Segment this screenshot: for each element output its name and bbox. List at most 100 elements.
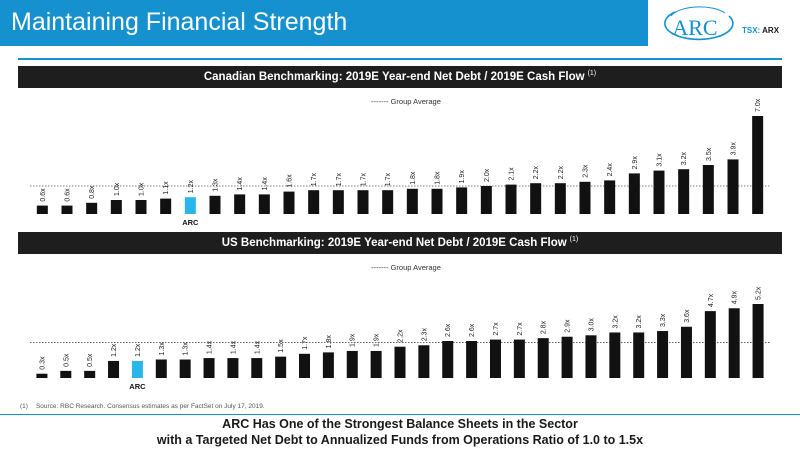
canadian-bar-1 bbox=[36, 205, 48, 214]
conclusion-text: ARC Has One of the Strongest Balance She… bbox=[0, 416, 800, 448]
canadian-bar-30 bbox=[752, 116, 764, 214]
page-title: Maintaining Financial Strength bbox=[11, 8, 348, 36]
us-bar-6 bbox=[155, 359, 167, 378]
svg-text:ARC: ARC bbox=[672, 15, 717, 40]
canadian-bar-3 bbox=[86, 202, 98, 214]
canadian-bar-10 bbox=[258, 194, 270, 214]
canadian-bar-13 bbox=[332, 190, 344, 214]
us-chart-title: US Benchmarking: 2019E Year-end Net Debt… bbox=[221, 237, 567, 249]
us-chart-footnote-ref: (1) bbox=[569, 235, 579, 243]
footnote-number: (1) bbox=[20, 403, 28, 410]
canadian-data-label-22: 2.2x bbox=[558, 165, 565, 179]
us-bar-31 bbox=[752, 304, 764, 378]
canadian-data-label-28: 3.5x bbox=[706, 147, 713, 161]
canadian-bar-6 bbox=[160, 198, 172, 214]
us-data-label-17: 2.3x bbox=[421, 328, 428, 342]
us-data-label-11: 1.5x bbox=[278, 339, 285, 353]
canadian-bar-14 bbox=[357, 190, 369, 214]
canadian-data-label-13: 1.7x bbox=[336, 172, 343, 186]
canadian-data-label-27: 3.2x bbox=[681, 151, 688, 165]
canadian-highlight-label: ARC bbox=[182, 218, 199, 227]
us-data-label-23: 2.9x bbox=[565, 319, 572, 333]
canadian-data-label-18: 1.9x bbox=[459, 170, 466, 184]
us-bar-30 bbox=[728, 308, 740, 378]
us-data-label-3: 0.5x bbox=[87, 353, 94, 367]
canadian-data-label-21: 2.2x bbox=[533, 165, 540, 179]
us-data-label-29: 4.7x bbox=[708, 293, 715, 307]
title-bar: Maintaining Financial Strength bbox=[0, 0, 648, 46]
us-data-label-10: 1.4x bbox=[254, 340, 261, 354]
canadian-chart-header: Canadian Benchmarking: 2019E Year-end Ne… bbox=[18, 66, 782, 88]
canadian-data-label-17: 1.8x bbox=[435, 171, 442, 185]
us-bar-13 bbox=[322, 352, 334, 378]
us-highlight-label: ARC bbox=[129, 382, 146, 391]
ticker-symbol: TSX: ARX bbox=[742, 26, 779, 35]
canadian-bar-8 bbox=[209, 195, 221, 214]
canadian-bar-17 bbox=[431, 188, 443, 214]
canadian-bar-22 bbox=[554, 183, 566, 214]
us-chart: 0.3x 0.5x 0.5x 1.2x 1.2x ARC 1.3x 1.3x 1.4x 1.4x 1… bbox=[30, 286, 770, 391]
canadian-data-label-23: 2.3x bbox=[583, 164, 590, 178]
us-bar-25 bbox=[609, 332, 621, 378]
us-bar-29 bbox=[704, 311, 716, 378]
us-data-label-13: 1.8x bbox=[326, 335, 333, 349]
canadian-bar-24 bbox=[604, 180, 616, 214]
us-bar-1 bbox=[36, 373, 48, 378]
ticker-exchange: TSX: bbox=[742, 26, 763, 35]
divider bbox=[0, 414, 800, 415]
canadian-bar-2 bbox=[61, 205, 73, 214]
canadian-data-label-20: 2.1x bbox=[509, 167, 516, 181]
us-data-label-20: 2.7x bbox=[493, 322, 500, 336]
canadian-data-label-6: 1.1x bbox=[163, 181, 170, 195]
canadian-data-label-7: 1.2x bbox=[188, 179, 195, 193]
us-bar-16 bbox=[394, 346, 406, 378]
us-data-label-1: 0.3x bbox=[39, 356, 46, 370]
us-chart-header: US Benchmarking: 2019E Year-end Net Debt… bbox=[18, 232, 782, 254]
footnote-text: Source: RBC Research. Consensus estimate… bbox=[35, 403, 265, 410]
canadian-bar-23 bbox=[579, 181, 591, 214]
canadian-bar-27 bbox=[678, 169, 690, 214]
canadian-chart-footnote-ref: (1) bbox=[587, 69, 597, 77]
canadian-bar-7 bbox=[184, 197, 196, 214]
canadian-data-label-15: 1.7x bbox=[385, 172, 392, 186]
canadian-bar-9 bbox=[234, 194, 246, 214]
canadian-data-label-8: 1.3x bbox=[213, 178, 220, 192]
canadian-bar-12 bbox=[308, 190, 320, 214]
canadian-bar-4 bbox=[110, 200, 122, 214]
canadian-data-label-19: 2.0x bbox=[484, 168, 491, 182]
us-data-label-30: 4.9x bbox=[732, 291, 739, 305]
us-bar-28 bbox=[680, 326, 692, 378]
us-bar-11 bbox=[275, 356, 287, 378]
conclusion-line-2: with a Targeted Net Debt to Annualized F… bbox=[156, 433, 644, 447]
canadian-bar-15 bbox=[382, 190, 394, 214]
us-bar-27 bbox=[657, 331, 669, 378]
canadian-data-label-24: 2.4x bbox=[607, 163, 614, 177]
us-data-label-4: 1.2x bbox=[111, 343, 118, 357]
canadian-data-label-26: 3.1x bbox=[657, 153, 664, 167]
canadian-data-label-16: 1.8x bbox=[410, 171, 417, 185]
us-data-label-27: 3.3x bbox=[660, 313, 667, 327]
us-bar-9 bbox=[227, 358, 239, 378]
us-bar-8 bbox=[203, 358, 215, 378]
canadian-chart-title: Canadian Benchmarking: 2019E Year-end Ne… bbox=[203, 71, 585, 83]
footnote: (1) Source: RBC Research. Consensus estim… bbox=[20, 403, 265, 410]
canadian-data-label-3: 0.8x bbox=[89, 185, 96, 199]
canadian-data-label-25: 2.9x bbox=[632, 156, 639, 170]
us-bar-17 bbox=[418, 345, 430, 378]
us-data-label-14: 1.9x bbox=[350, 333, 357, 347]
us-data-label-31: 5.2x bbox=[756, 286, 763, 300]
us-data-label-28: 3.6x bbox=[684, 309, 691, 323]
canadian-data-label-11: 1.6x bbox=[287, 174, 294, 188]
us-bar-10 bbox=[251, 358, 263, 378]
us-data-label-25: 3.2x bbox=[612, 315, 619, 329]
canadian-bar-21 bbox=[530, 183, 542, 214]
us-data-label-9: 1.4x bbox=[230, 340, 237, 354]
canadian-data-label-10: 1.4x bbox=[262, 177, 269, 191]
us-data-label-26: 3.2x bbox=[636, 315, 643, 329]
us-bar-24 bbox=[585, 335, 597, 378]
canadian-bar-20 bbox=[505, 184, 517, 214]
us-bar-14 bbox=[346, 350, 358, 378]
us-bar-21 bbox=[513, 339, 525, 378]
us-data-label-6: 1.3x bbox=[159, 342, 166, 356]
